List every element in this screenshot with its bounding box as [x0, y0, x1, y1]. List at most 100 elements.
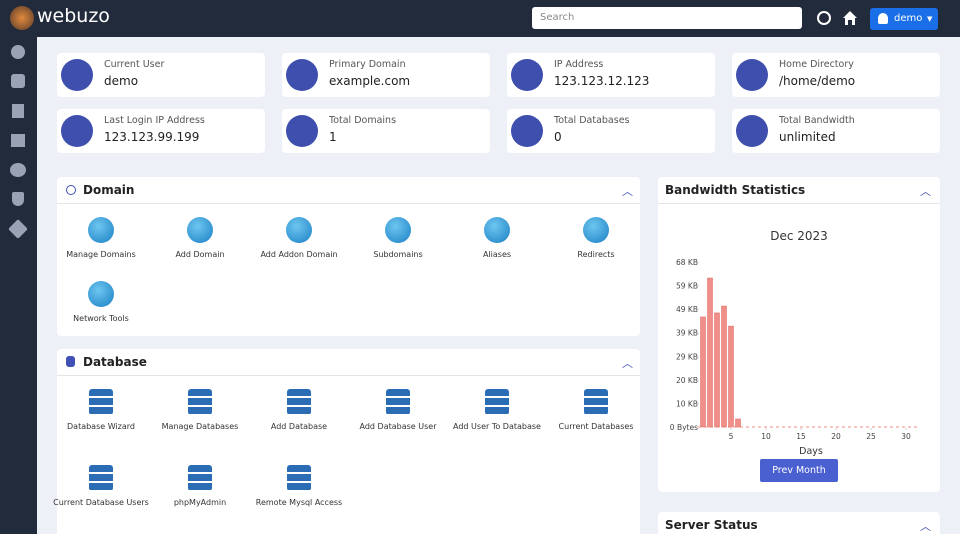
tool-link[interactable]: Remote Mysql Access: [249, 465, 349, 509]
tool-icon: [287, 465, 311, 491]
tool-label: phpMyAdmin: [173, 498, 227, 507]
nav-settings[interactable]: [10, 163, 26, 177]
nav-apps[interactable]: [11, 134, 25, 147]
tool-link[interactable]: Aliases: [447, 217, 547, 261]
panel-title: Bandwidth Statistics: [665, 183, 806, 197]
bar: [714, 312, 720, 428]
nav-files[interactable]: [12, 104, 24, 118]
tool-label: Manage Domains: [66, 250, 136, 259]
y-tick-label: 39 KB: [676, 329, 698, 338]
x-tick-label: 5: [729, 432, 734, 441]
x-tick-label: 30: [901, 432, 911, 441]
y-tick-label: 59 KB: [676, 282, 698, 291]
nav-tools[interactable]: [8, 219, 28, 239]
info-card: IP Address 123.123.12.123: [507, 53, 715, 97]
x-tick-label: 25: [866, 432, 876, 441]
user-name: demo: [894, 13, 923, 24]
tool-link[interactable]: Network Tools: [51, 281, 151, 325]
info-card: Home Directory/home/demo: [732, 53, 940, 97]
card-label: Total Domains: [329, 115, 397, 126]
x-tick-label: 10: [761, 432, 771, 441]
server-status-panel: Server Status ︿: [658, 512, 940, 534]
caret: ▼: [927, 15, 933, 23]
tool-label: Aliases: [482, 250, 512, 259]
logo-icon: [10, 6, 34, 30]
tool-label: Subdomains: [373, 250, 423, 259]
card-label: Primary Domain: [329, 59, 406, 70]
tool-icon: [485, 389, 509, 415]
collapse-toggle[interactable]: ︿: [920, 185, 931, 198]
wordpress-icon[interactable]: [817, 11, 831, 25]
tool-label: Add Database: [270, 422, 328, 431]
tool-label: Add Database User: [359, 422, 437, 431]
tool-label: Redirects: [577, 250, 615, 259]
tool-icon: [386, 389, 410, 415]
y-tick-label: 10 KB: [676, 399, 698, 408]
sidebar: [0, 37, 37, 534]
tool-icon: [89, 389, 113, 415]
card-value: demo: [104, 74, 139, 88]
tool-label: Manage Databases: [161, 422, 239, 431]
card-label: Last Login IP Address: [104, 115, 205, 126]
chart-title: Dec 2023: [770, 229, 828, 243]
tool-link[interactable]: phpMyAdmin: [150, 465, 250, 509]
collapse-toggle[interactable]: ︿: [920, 520, 931, 533]
panel-title: Database: [83, 355, 147, 369]
tool-link[interactable]: Redirects: [546, 217, 646, 261]
collapse-toggle[interactable]: ︿: [622, 357, 633, 370]
card-label: Total Bandwidth: [779, 115, 855, 126]
divider: [658, 203, 940, 204]
tool-link[interactable]: Add Database: [249, 389, 349, 433]
top-bar: webuzo Search demo ▼: [0, 0, 960, 37]
tool-link[interactable]: Add User To Database: [447, 389, 547, 433]
tool-link[interactable]: Subdomains: [348, 217, 448, 261]
prev-month-button[interactable]: Prev Month: [760, 459, 838, 482]
nav-domain[interactable]: [11, 45, 25, 59]
info-card: Last Login IP Address 123.123.99.199: [57, 109, 265, 153]
card-label: IP Address: [554, 59, 604, 70]
info-card: Total Domains 1: [282, 109, 490, 153]
home-icon[interactable]: [842, 10, 858, 26]
tool-label: Remote Mysql Access: [255, 498, 343, 507]
search-input[interactable]: Search: [532, 7, 802, 29]
tool-icon: [188, 389, 212, 415]
card-value: /home/demo: [779, 74, 856, 88]
user-menu[interactable]: demo ▼: [870, 8, 938, 30]
tool-link[interactable]: Manage Databases: [150, 389, 250, 433]
tool-link[interactable]: Add Database User: [348, 389, 448, 433]
y-tick-label: 68 KB: [676, 258, 698, 267]
card-icon: [286, 115, 318, 147]
tool-icon: [88, 281, 114, 307]
tool-label: Add User To Database: [453, 422, 541, 431]
tool-icon: [188, 465, 212, 491]
tool-label: Database Wizard: [67, 422, 135, 431]
tool-link[interactable]: Current Database Users: [51, 465, 151, 509]
tool-link[interactable]: Add Addon Domain: [249, 217, 349, 261]
card-icon: [736, 115, 768, 147]
tool-label: Add Addon Domain: [260, 250, 338, 259]
y-tick-label: 20 KB: [676, 376, 698, 385]
bar: [735, 418, 741, 428]
y-tick-label: 49 KB: [676, 305, 698, 314]
logo: webuzo: [37, 5, 110, 27]
database-panel: Database ︿: [57, 349, 640, 534]
domain-panel: Domain ︿: [57, 177, 640, 336]
card-icon: [61, 115, 93, 147]
collapse-toggle[interactable]: ︿: [622, 185, 633, 198]
nav-database[interactable]: [11, 74, 25, 88]
tool-label: Network Tools: [73, 314, 129, 323]
panel-icon: [66, 185, 76, 195]
info-card: Primary Domain example.com: [282, 53, 490, 97]
tool-icon: [584, 389, 608, 415]
tool-link[interactable]: Add Domain: [150, 217, 250, 261]
tool-icon: [286, 217, 312, 243]
tool-icon: [89, 465, 113, 491]
panel-title: Domain: [83, 183, 135, 197]
nav-security[interactable]: [12, 192, 24, 206]
tool-link[interactable]: Manage Domains: [51, 217, 151, 261]
tool-link[interactable]: Current Databases: [546, 389, 646, 433]
divider: [57, 203, 640, 204]
card-icon: [511, 115, 543, 147]
tool-link[interactable]: Database Wizard: [51, 389, 151, 433]
